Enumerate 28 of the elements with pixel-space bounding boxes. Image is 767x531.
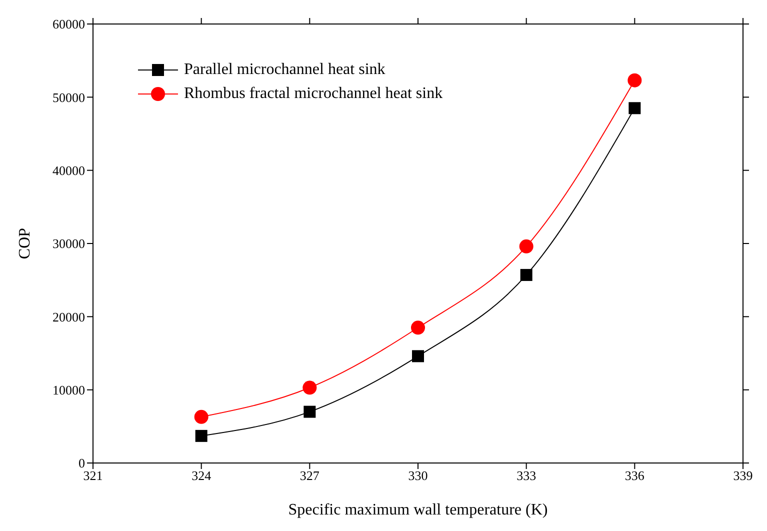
y-tick-label: 0 xyxy=(78,456,85,471)
point xyxy=(628,73,642,88)
point xyxy=(412,350,424,362)
y-tick-label: 60000 xyxy=(52,16,85,32)
x-axis-title: Specific maximum wall temperature (K) xyxy=(288,501,548,518)
point xyxy=(519,239,534,254)
point xyxy=(304,406,316,418)
x-tick-label: 333 xyxy=(516,468,536,484)
x-tick-label: 321 xyxy=(83,468,103,484)
x-tick-label: 327 xyxy=(300,468,320,484)
point xyxy=(194,410,208,424)
x-tick-label: 324 xyxy=(192,468,212,484)
y-axis-title: COP xyxy=(16,228,34,260)
y-tick-label: 30000 xyxy=(52,236,85,252)
legend-label: Rhombus fractal microchannel heat sink xyxy=(184,84,443,104)
point xyxy=(520,268,532,281)
y-tick-label: 20000 xyxy=(52,309,85,324)
x-tick-label: 336 xyxy=(624,468,645,484)
x-tick-label: 330 xyxy=(408,468,428,484)
point xyxy=(628,102,641,114)
point xyxy=(411,320,425,335)
y-tick-label: 40000 xyxy=(52,162,85,178)
point xyxy=(195,430,208,442)
y-tick-label: 50000 xyxy=(52,90,85,105)
point xyxy=(302,380,317,395)
legend-label: Parallel microchannel heat sink xyxy=(184,60,386,80)
y-tick-label: 10000 xyxy=(52,382,85,398)
x-tick-label: 339 xyxy=(733,468,753,484)
